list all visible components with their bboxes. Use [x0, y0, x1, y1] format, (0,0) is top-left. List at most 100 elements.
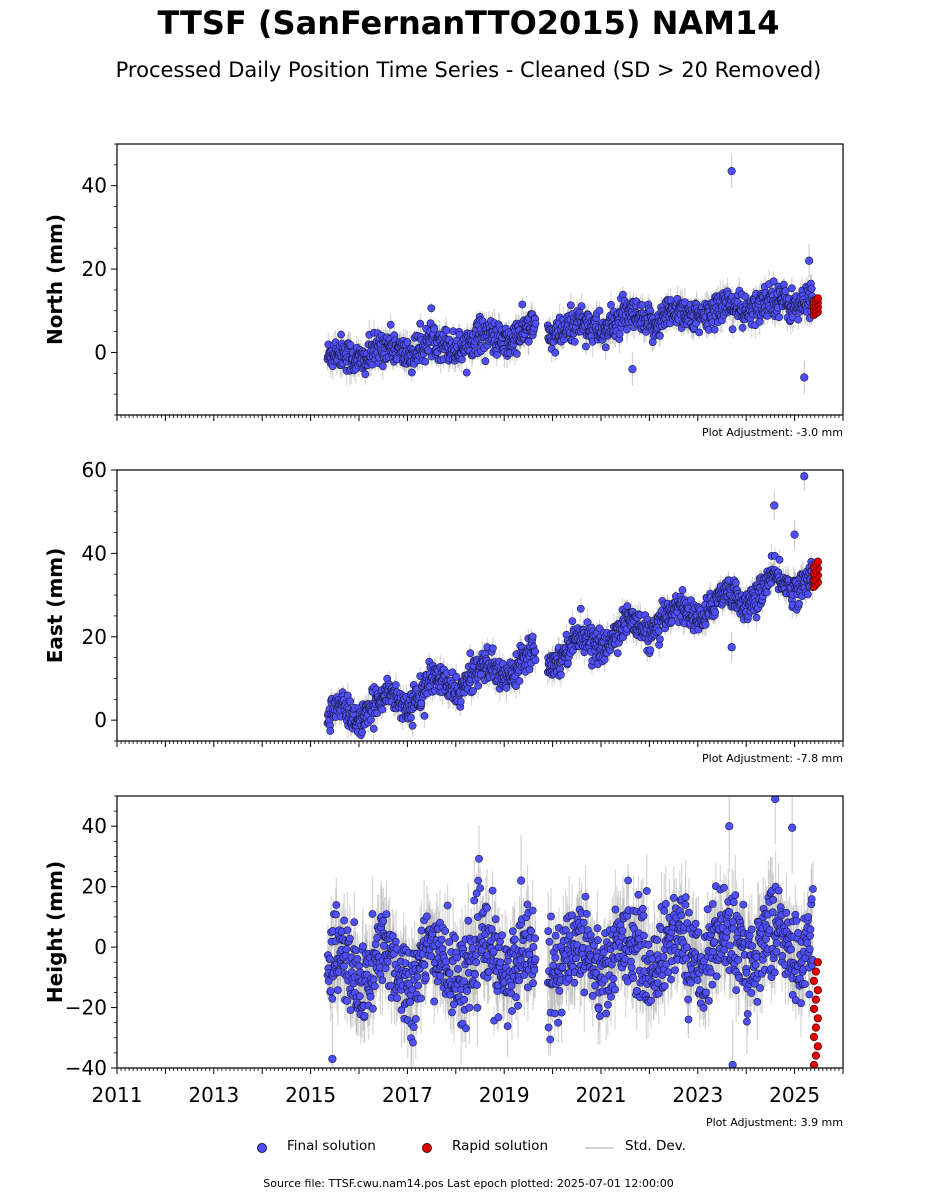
final-solution-point — [407, 713, 415, 722]
final-solution-point — [358, 728, 366, 737]
final-solution-point — [628, 365, 637, 374]
final-solution-point — [417, 699, 426, 708]
final-solution-point — [595, 306, 604, 315]
final-solution-points — [323, 167, 817, 382]
final-solution-point — [442, 326, 451, 335]
final-solution-point — [678, 586, 687, 594]
final-solution-point — [361, 370, 370, 379]
final-solution-points — [323, 472, 817, 739]
final-solution-point — [518, 300, 527, 309]
rapid-solution-point — [813, 294, 822, 303]
final-solution-point — [741, 292, 750, 301]
final-solution-point — [727, 167, 736, 176]
final-solution-point — [794, 315, 803, 324]
final-solution-point — [474, 681, 483, 690]
final-solution-point — [601, 343, 610, 352]
y-tick-label: 0 — [94, 340, 107, 364]
final-solution-point — [502, 683, 511, 692]
final-solution-point — [421, 357, 430, 366]
final-solution-point — [615, 330, 624, 338]
final-solution-point — [378, 362, 387, 371]
final-solution-point — [337, 330, 345, 339]
final-solution-point — [710, 325, 719, 334]
final-solution-point — [656, 331, 664, 340]
final-solution-point — [576, 604, 585, 613]
final-solution-point — [477, 670, 485, 679]
chart-title: TTSF (SanFernanTTO2015) NAM14 — [157, 4, 780, 42]
final-solution-point — [803, 590, 812, 599]
final-solution-point — [752, 613, 761, 622]
final-solution-point — [557, 670, 565, 679]
final-solution-point — [762, 588, 771, 597]
final-solution-point — [568, 617, 577, 625]
final-solution-point — [346, 697, 355, 706]
panel-1: 0 20 40 North (mm) Plot Adjustment: -3.0 mm — [43, 143, 844, 439]
final-solution-point — [577, 302, 586, 310]
final-solution-point — [531, 647, 539, 656]
final-solution-point — [738, 323, 747, 332]
final-solution-point — [731, 579, 740, 587]
final-solution-point — [775, 313, 783, 322]
final-solution-point — [805, 256, 814, 265]
final-solution-point — [728, 325, 737, 334]
final-solution-point — [667, 617, 676, 626]
final-solution-point — [492, 350, 501, 359]
final-solution-point — [416, 319, 425, 328]
final-solution-point — [488, 644, 497, 653]
final-solution-point — [582, 342, 590, 351]
final-solution-point — [430, 325, 438, 333]
final-solution-point — [378, 705, 387, 714]
final-solution-point — [666, 296, 675, 304]
final-solution-point — [531, 319, 540, 328]
final-solution-point — [403, 338, 412, 346]
final-solution-point — [769, 277, 778, 286]
final-solution-point — [755, 317, 764, 326]
final-solution-point — [654, 627, 663, 636]
final-solution-point — [780, 280, 788, 289]
plot-frame — [116, 143, 844, 416]
y-axis-label: North (mm) — [43, 214, 67, 345]
final-solution-point — [524, 337, 533, 346]
final-solution-point — [462, 368, 471, 377]
y-tick-label: 20 — [82, 257, 107, 281]
final-solution-point — [775, 555, 784, 564]
final-solution-point — [613, 649, 622, 657]
final-solution-point — [566, 301, 575, 310]
final-solution-point — [788, 284, 796, 293]
final-solution-point — [452, 672, 461, 681]
final-solution-point — [800, 373, 809, 382]
rapid-solution-points — [809, 294, 822, 320]
final-solution-point — [512, 349, 521, 358]
final-solution-point — [515, 677, 524, 685]
y-tick-label: 40 — [82, 174, 107, 198]
final-solution-point — [531, 656, 540, 665]
final-solution-point — [457, 355, 466, 364]
final-solution-point — [469, 687, 477, 695]
final-solution-point — [551, 348, 560, 357]
final-solution-point — [528, 632, 537, 641]
final-solution-point — [427, 304, 436, 313]
final-solution-point — [466, 649, 475, 658]
plot-adjustment-note: Plot Adjustment: -3.0 mm — [702, 426, 843, 439]
final-solution-point — [695, 328, 704, 337]
final-solution-point — [646, 646, 655, 654]
final-solution-point — [481, 357, 490, 366]
final-solution-point — [407, 368, 416, 377]
final-solution-point — [391, 681, 400, 689]
final-solution-point — [366, 715, 375, 724]
final-solution-point — [711, 608, 719, 617]
final-solution-point — [456, 697, 465, 706]
final-solution-point — [795, 599, 803, 608]
final-solution-point — [420, 712, 429, 720]
chart-subtitle: Processed Daily Position Time Series - C… — [115, 58, 822, 82]
final-solution-point — [656, 635, 664, 643]
final-solution-point — [346, 341, 355, 349]
final-solution-point — [807, 284, 816, 293]
final-solution-point — [408, 721, 417, 730]
final-solution-point — [570, 337, 579, 346]
final-solution-point — [326, 727, 335, 735]
final-solution-point — [369, 724, 378, 733]
final-solution-point — [600, 655, 609, 664]
